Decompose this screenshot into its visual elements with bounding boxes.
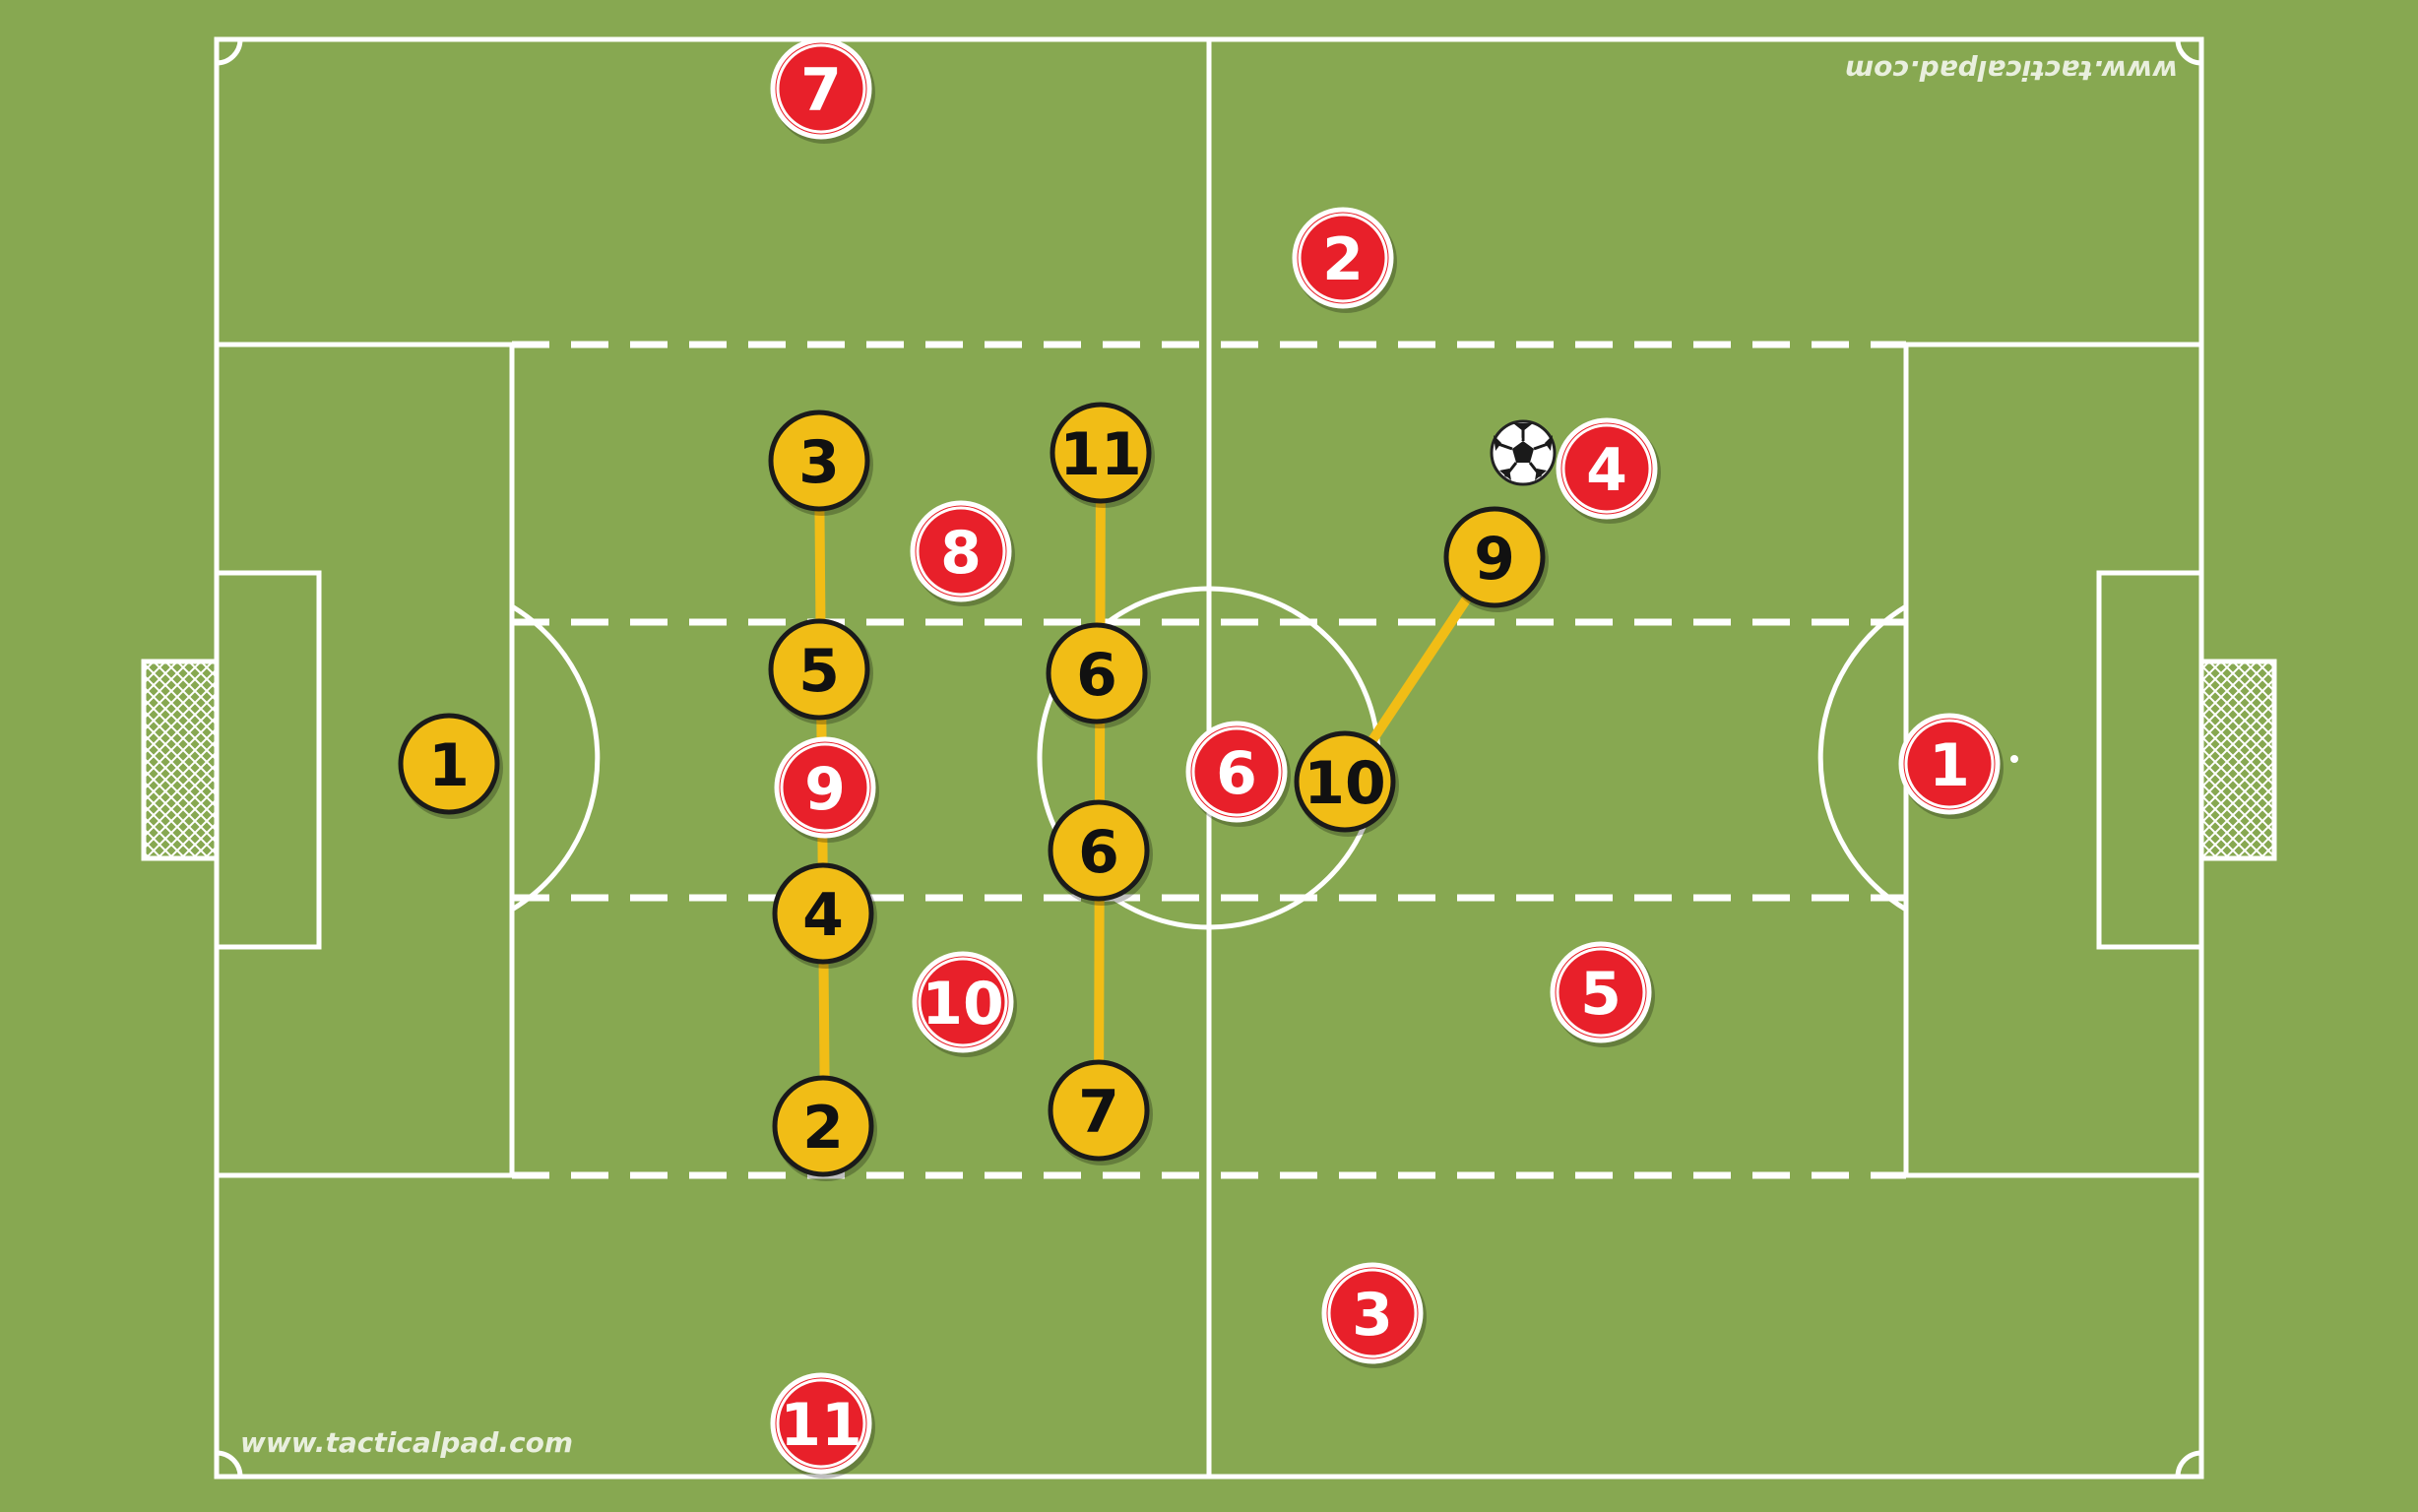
player-disc xyxy=(912,951,1014,1053)
red-player-11[interactable]: 11 xyxy=(770,1372,875,1479)
right-penalty-spot xyxy=(2010,755,2018,763)
player-number: 7 xyxy=(800,56,842,125)
player-number: 2 xyxy=(1322,225,1364,294)
player-number: 1 xyxy=(1929,731,1970,800)
player-disc xyxy=(1443,506,1546,608)
player-number: 6 xyxy=(1078,818,1119,887)
player-disc xyxy=(1294,730,1396,833)
watermark-top: www.tacticalpad.com xyxy=(1845,54,2178,87)
yellow-player-7[interactable]: 7 xyxy=(1048,1059,1153,1166)
player-number: 11 xyxy=(1059,420,1142,489)
player-disc xyxy=(1048,799,1150,902)
red-player-6[interactable]: 6 xyxy=(1185,721,1291,827)
player-disc xyxy=(1048,1059,1150,1162)
yellow-player-4[interactable]: 4 xyxy=(772,862,877,969)
player-number: 11 xyxy=(780,1391,862,1460)
player-disc xyxy=(768,410,870,512)
red-player-9[interactable]: 9 xyxy=(774,736,879,843)
player-number: 7 xyxy=(1078,1078,1119,1147)
player-number: 5 xyxy=(1580,960,1622,1029)
watermark-bottom: www.tacticalpad.com xyxy=(240,1426,573,1459)
yellow-player-1[interactable]: 1 xyxy=(398,713,503,819)
corner-arc-bottom-right xyxy=(2175,1450,2202,1478)
red-player-5[interactable]: 5 xyxy=(1550,941,1655,1047)
yellow-player-2[interactable]: 2 xyxy=(772,1075,877,1181)
link-11-7 xyxy=(1094,448,1106,1115)
red-player-10[interactable]: 10 xyxy=(912,951,1017,1057)
player-number: 8 xyxy=(940,519,982,588)
player-disc xyxy=(1292,207,1394,309)
red-player-8[interactable]: 8 xyxy=(910,500,1015,606)
yellow-player-6[interactable]: 6 xyxy=(1046,622,1151,728)
player-disc xyxy=(1556,417,1658,520)
red-player-7[interactable]: 7 xyxy=(770,37,875,144)
player-disc xyxy=(910,500,1012,602)
corner-arc-bottom-left xyxy=(216,1450,243,1478)
player-number: 10 xyxy=(1304,749,1386,818)
player-number: 1 xyxy=(428,731,470,800)
yellow-player-10[interactable]: 10 xyxy=(1294,730,1399,837)
player-disc xyxy=(772,862,874,965)
player-disc xyxy=(770,37,872,140)
player-disc xyxy=(770,1372,872,1475)
player-number: 6 xyxy=(1216,739,1257,808)
soccer-ball-icon[interactable] xyxy=(1490,419,1557,486)
corner-arc-top-right xyxy=(2175,38,2202,66)
yellow-player-5[interactable]: 5 xyxy=(768,618,873,724)
player-number: 5 xyxy=(798,637,840,706)
player-disc xyxy=(774,736,876,839)
player-number: 3 xyxy=(1352,1281,1393,1350)
yellow-player-3[interactable]: 3 xyxy=(768,410,873,516)
right-penalty-arc xyxy=(1817,603,1908,913)
player-number: 2 xyxy=(802,1094,844,1163)
player-disc xyxy=(1321,1262,1424,1364)
corner-arc-top-left xyxy=(216,38,243,66)
yellow-player-6[interactable]: 6 xyxy=(1048,799,1153,906)
yellow-player-11[interactable]: 11 xyxy=(1050,402,1155,508)
player-number: 4 xyxy=(1586,436,1627,505)
red-player-3[interactable]: 3 xyxy=(1321,1262,1427,1368)
red-player-4[interactable]: 4 xyxy=(1556,417,1661,524)
yellow-player-9[interactable]: 9 xyxy=(1443,506,1549,612)
left-goal xyxy=(141,659,220,861)
player-disc xyxy=(1050,402,1152,504)
player-number: 9 xyxy=(804,755,846,824)
player-disc xyxy=(1185,721,1288,823)
player-number: 6 xyxy=(1076,641,1117,710)
left-penalty-arc xyxy=(510,603,601,913)
player-disc xyxy=(772,1075,874,1177)
player-number: 3 xyxy=(798,428,840,497)
red-player-2[interactable]: 2 xyxy=(1292,207,1397,313)
right-goal xyxy=(2198,659,2277,861)
player-disc xyxy=(1550,941,1652,1043)
player-number: 10 xyxy=(922,970,1004,1039)
player-number: 4 xyxy=(802,881,844,950)
red-player-1[interactable]: 1 xyxy=(1898,713,2004,819)
player-disc xyxy=(1046,622,1148,724)
player-disc xyxy=(1898,713,2001,815)
player-disc xyxy=(768,618,870,721)
player-number: 9 xyxy=(1474,525,1515,594)
yellow-team: 1 3 5 4 2 11 6 6 7 10 9 xyxy=(398,402,1549,1181)
red-team: 7 2 8 9 10 11 6 4 5 3 1 xyxy=(770,37,2004,1479)
player-disc xyxy=(398,713,500,815)
